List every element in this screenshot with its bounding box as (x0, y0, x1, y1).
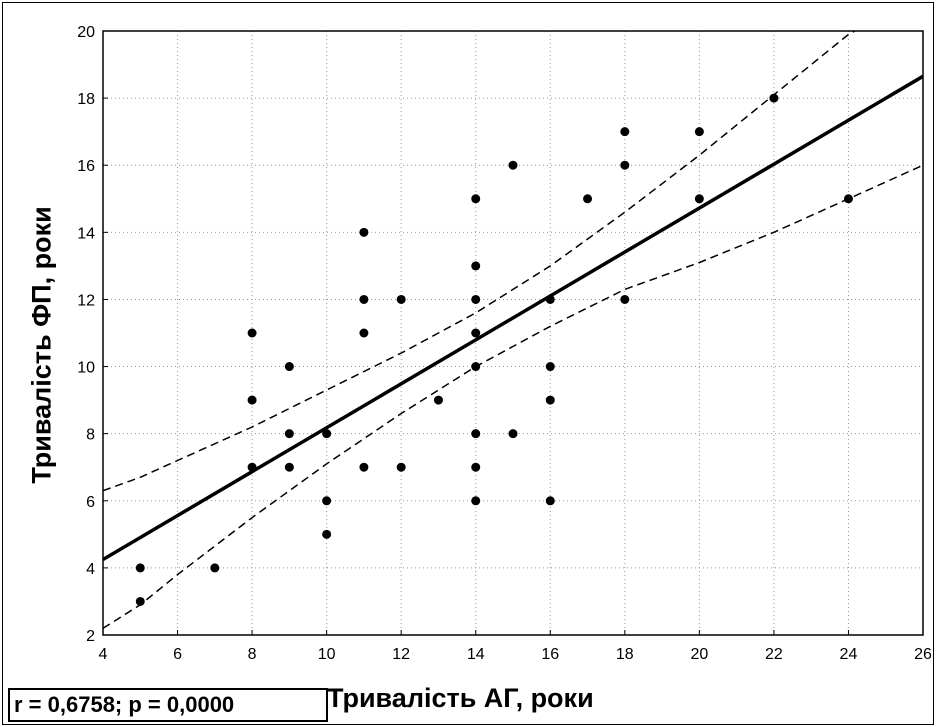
data-point (508, 429, 518, 439)
data-point (620, 294, 630, 304)
data-point (247, 395, 257, 405)
y-tick-label: 16 (77, 158, 95, 175)
data-point (545, 362, 555, 372)
data-point (322, 496, 332, 506)
data-point (322, 429, 332, 439)
y-tick-label: 2 (86, 628, 95, 645)
regression-line (103, 74, 923, 562)
series-layer (103, 31, 923, 629)
y-tick-label: 4 (86, 561, 95, 578)
data-point (433, 395, 443, 405)
correlation-annotation: r = 0,6758; p = 0,0000 (8, 688, 328, 722)
data-point (284, 429, 294, 439)
x-tick-label: 18 (616, 646, 634, 663)
y-axis-ticks: 2 4 6 8 10 12 14 16 18 20 (77, 24, 108, 645)
data-point (359, 328, 369, 338)
x-tick-label: 14 (467, 646, 485, 663)
plot-border (102, 30, 924, 636)
y-tick-label: 12 (77, 292, 95, 309)
data-point (359, 294, 369, 304)
x-tick-label: 26 (914, 646, 932, 663)
data-point (620, 160, 630, 170)
y-tick-label: 8 (86, 427, 95, 444)
data-point (322, 529, 332, 539)
data-point (135, 596, 145, 606)
data-point (284, 462, 294, 472)
data-point (583, 194, 593, 204)
data-point (471, 328, 481, 338)
x-tick-label: 10 (318, 646, 336, 663)
x-tick-label: 24 (840, 646, 858, 663)
y-tick-label: 14 (77, 225, 95, 242)
x-axis-label: Тривалість АГ, роки (327, 683, 594, 713)
x-tick-label: 22 (765, 646, 783, 663)
data-point (620, 127, 630, 137)
data-point (247, 462, 257, 472)
y-axis-label: Тривалість ФП, роки (26, 206, 57, 484)
y-tick-label: 20 (77, 24, 95, 41)
data-point (471, 496, 481, 506)
x-tick-label: 8 (248, 646, 257, 663)
data-point (396, 294, 406, 304)
data-point (471, 429, 481, 439)
x-tick-label: 20 (690, 646, 708, 663)
data-point (135, 563, 145, 573)
data-point (694, 194, 704, 204)
data-point (359, 462, 369, 472)
data-point (769, 93, 779, 103)
data-point (545, 496, 555, 506)
grid-horizontal (103, 97, 923, 569)
data-point (284, 362, 294, 372)
data-point (247, 328, 257, 338)
data-point (359, 227, 369, 237)
data-point (471, 462, 481, 472)
data-point (545, 294, 555, 304)
data-point (471, 294, 481, 304)
plot-area (103, 31, 923, 635)
x-tick-label: 4 (99, 646, 108, 663)
data-point (471, 362, 481, 372)
x-tick-label: 16 (541, 646, 559, 663)
data-point (508, 160, 518, 170)
data-point (843, 194, 853, 204)
y-tick-label: 10 (77, 360, 95, 377)
data-point (471, 261, 481, 271)
x-axis-ticks: 4 6 8 10 12 14 16 18 20 22 24 26 (99, 630, 932, 663)
y-tick-label: 18 (77, 91, 95, 108)
data-point (210, 563, 220, 573)
x-tick-label: 6 (173, 646, 182, 663)
data-point (694, 127, 704, 137)
data-point (545, 395, 555, 405)
data-point (471, 194, 481, 204)
y-tick-label: 6 (86, 494, 95, 511)
data-point (396, 462, 406, 472)
x-tick-label: 12 (392, 646, 410, 663)
